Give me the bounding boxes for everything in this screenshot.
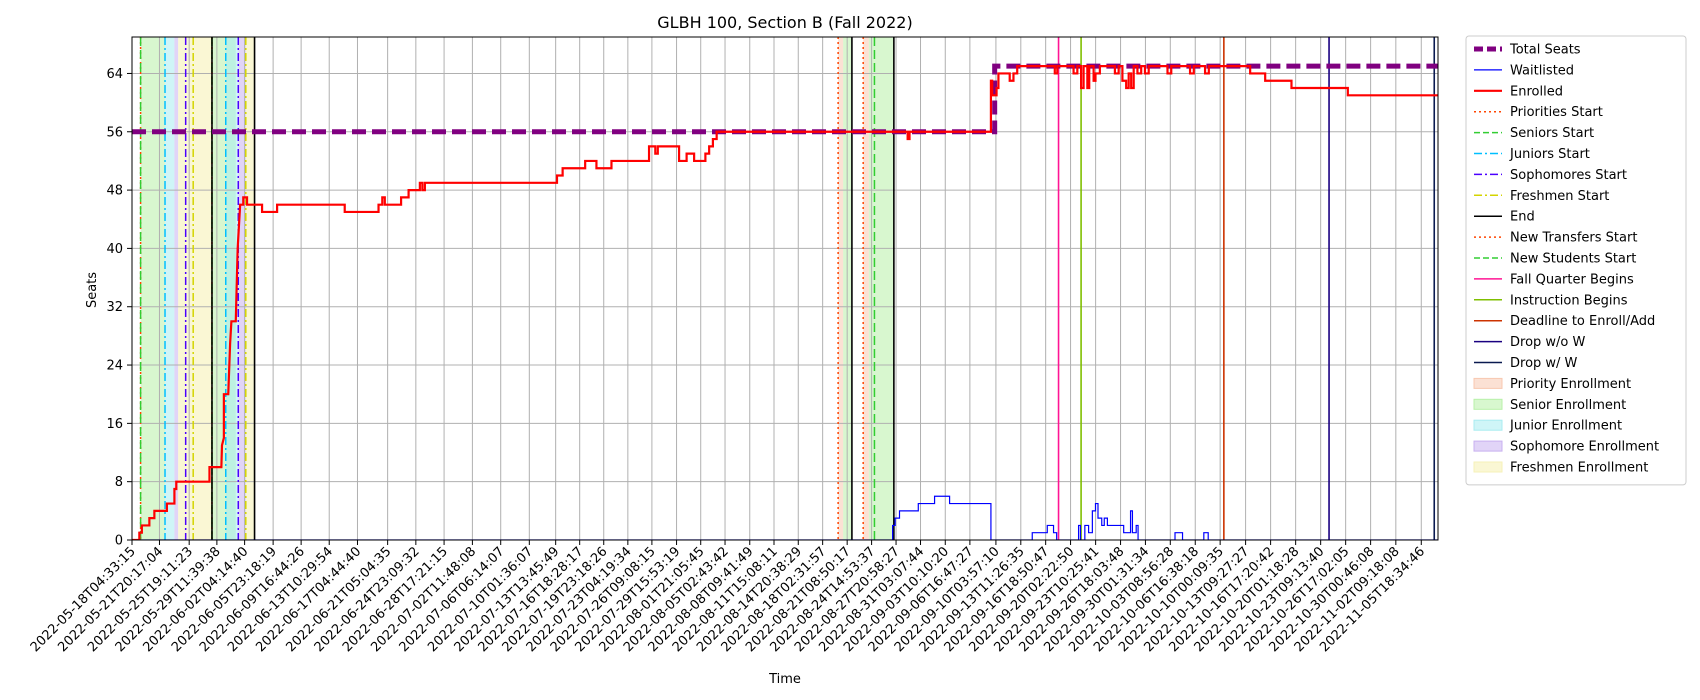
legend-label: End <box>1510 210 1535 225</box>
legend-label: Seniors Start <box>1510 126 1594 141</box>
legend-label: Freshmen Start <box>1510 189 1609 204</box>
legend-item-deadline-to-enroll-add: Deadline to Enroll/Add <box>1474 314 1655 329</box>
legend-label: Instruction Begins <box>1510 293 1628 308</box>
y-tick-label-8: 64 <box>106 67 123 82</box>
legend-swatch <box>1473 419 1503 431</box>
legend-item-instruction-begins: Instruction Begins <box>1474 293 1628 308</box>
legend-item-juniors-start: Juniors Start <box>1474 147 1590 162</box>
legend-label: Enrolled <box>1510 84 1563 99</box>
enrollment-span-2 <box>165 37 175 540</box>
legend-label: Deadline to Enroll/Add <box>1510 314 1655 329</box>
legend-label: Drop w/ W <box>1510 356 1578 371</box>
legend-item-freshmen-start: Freshmen Start <box>1474 189 1609 204</box>
y-tick-label-3: 24 <box>106 359 123 374</box>
legend-label: Fall Quarter Begins <box>1510 272 1634 287</box>
legend-label: Priorities Start <box>1510 105 1603 120</box>
y-tick-label-4: 32 <box>106 300 123 315</box>
legend-label: New Students Start <box>1510 252 1636 267</box>
enrollment-span-4 <box>178 37 212 540</box>
enrollment-span-7 <box>238 37 246 540</box>
legend-label: Senior Enrollment <box>1510 398 1626 413</box>
legend-item-senior-enrollment: Senior Enrollment <box>1473 398 1626 413</box>
series-waitlisted <box>132 495 1438 540</box>
legend-label: Drop w/o W <box>1510 335 1586 350</box>
legend-swatch <box>1473 440 1503 452</box>
legend-item-waitlisted: Waitlisted <box>1474 63 1574 78</box>
legend-box <box>1465 35 1687 486</box>
enrollment-span-3 <box>174 37 179 540</box>
series-enrolled <box>132 65 1438 540</box>
legend-label: Freshmen Enrollment <box>1510 461 1648 476</box>
legend-item-new-transfers-start: New Transfers Start <box>1474 231 1637 246</box>
enrollment-span-12 <box>868 37 894 540</box>
plot-area <box>132 37 1438 540</box>
enrollment-span-9 <box>838 37 844 540</box>
x-axis-label: Time <box>768 672 801 687</box>
legend-label: Junior Enrollment <box>1509 419 1622 434</box>
legend-item-sophomore-enrollment: Sophomore Enrollment <box>1473 440 1659 455</box>
legend-label: Priority Enrollment <box>1510 377 1631 392</box>
legend-swatch <box>1473 398 1503 410</box>
y-tick-label-2: 16 <box>106 417 123 432</box>
legend-item-junior-enrollment: Junior Enrollment <box>1473 419 1622 434</box>
legend: Total Seats Waitlisted Enrolled Priorities … <box>1465 35 1687 486</box>
plot-frame <box>131 36 1439 541</box>
legend-item-new-students-start: New Students Start <box>1474 252 1636 267</box>
series-total-seats <box>132 63 1438 135</box>
legend-label: Total Seats <box>1509 43 1581 58</box>
legend-item-freshmen-enrollment: Freshmen Enrollment <box>1473 461 1648 476</box>
legend-item-drop-w-o-w: Drop w/o W <box>1474 335 1586 350</box>
enrollment-span-8 <box>245 37 255 540</box>
legend-item-total-seats: Total Seats <box>1474 43 1581 58</box>
legend-label: Juniors Start <box>1509 147 1590 162</box>
enrollment-span-6 <box>225 37 239 540</box>
legend-label: New Transfers Start <box>1510 231 1637 246</box>
legend-item-priorities-start: Priorities Start <box>1474 105 1603 120</box>
enrollment-span-11 <box>863 37 869 540</box>
legend-item-sophomores-start: Sophomores Start <box>1474 168 1627 183</box>
y-tick-label-5: 40 <box>106 242 123 257</box>
legend-item-fall-quarter-begins: Fall Quarter Begins <box>1474 272 1634 287</box>
y-tick-label-6: 48 <box>106 184 123 199</box>
y-tick-label-0: 0 <box>115 534 123 549</box>
enrollment-span-1 <box>140 37 166 540</box>
legend-item-enrolled: Enrolled <box>1474 84 1563 99</box>
legend-label: Sophomores Start <box>1510 168 1627 183</box>
legend-item-priority-enrollment: Priority Enrollment <box>1473 377 1631 392</box>
legend-item-drop-w-w: Drop w/ W <box>1474 356 1578 371</box>
chart-title: GLBH 100, Section B (Fall 2022) <box>657 13 912 32</box>
legend-item-seniors-start: Seniors Start <box>1474 126 1594 141</box>
legend-swatch <box>1473 377 1503 389</box>
legend-item-end: End <box>1474 210 1535 225</box>
legend-swatch <box>1473 461 1503 473</box>
y-tick-label-7: 56 <box>106 125 123 140</box>
legend-label: Sophomore Enrollment <box>1510 440 1659 455</box>
y-axis-label: Seats <box>85 272 100 308</box>
y-tick-label-1: 8 <box>115 475 123 490</box>
legend-label: Waitlisted <box>1510 63 1574 78</box>
